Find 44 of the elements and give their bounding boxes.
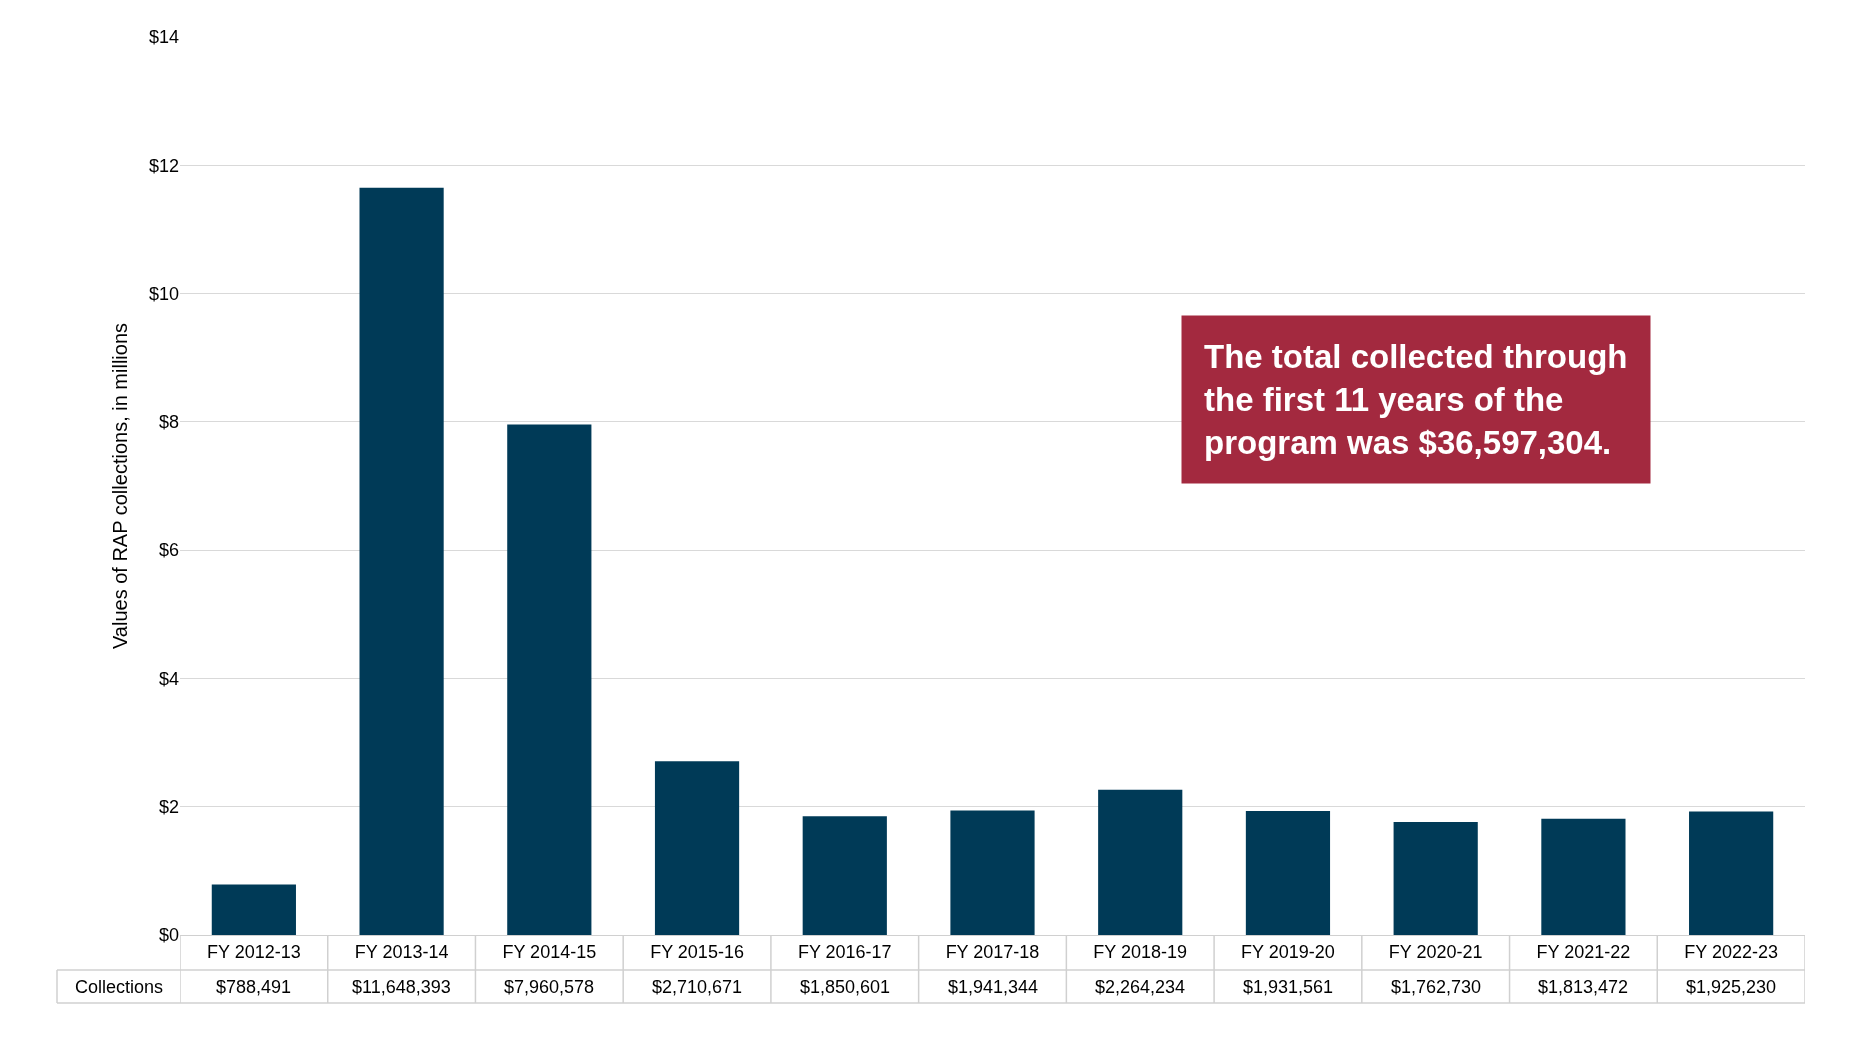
- y-tick-label: $14: [148, 27, 179, 48]
- x-tick-label: FY 2014-15: [502, 941, 597, 962]
- annotation: The total collected through the first 11 years of the program was $36,597,304.: [1204, 338, 1628, 461]
- text: $1,925,230: [1686, 977, 1777, 997]
- text: $1,762,730: [1391, 977, 1482, 997]
- y-tick-label: $6: [158, 540, 179, 561]
- bar: [654, 761, 740, 935]
- bar: [211, 884, 296, 935]
- x-tick-label: FY 2019-20: [1241, 941, 1335, 962]
- bar: [1393, 821, 1478, 935]
- bar: [802, 816, 887, 935]
- x-tick-label: FY 2012-13: [206, 941, 301, 962]
- x-tick-label: FY 2022-23: [1684, 941, 1779, 962]
- text: $1,850,601: [800, 977, 891, 997]
- y-tick-label: $12: [148, 155, 179, 176]
- y-tick-label: $8: [158, 412, 179, 433]
- text: $2,264,234: [1095, 977, 1186, 997]
- x-tick-label: FY 2013-14: [354, 941, 449, 962]
- bar: [950, 810, 1035, 935]
- text: $1,941,344: [948, 977, 1039, 997]
- text: Collections: [75, 977, 164, 997]
- y-tick-label: $4: [158, 668, 179, 689]
- text: $1,813,472: [1538, 977, 1629, 997]
- x-tick-label: FY 2017-18: [945, 941, 1040, 962]
- bar: [507, 424, 592, 935]
- x-tick-label: FY 2020-21: [1388, 941, 1483, 962]
- text: $11,648,393: [352, 977, 451, 997]
- y-axis-title: Values of RAP collections, in millions: [109, 322, 132, 650]
- text: $2,710,671: [652, 977, 743, 997]
- y-tick-label: $2: [158, 797, 179, 818]
- y-tick-label: $10: [148, 283, 179, 304]
- x-tick-label: FY 2021-22: [1536, 941, 1631, 962]
- bar: [1541, 818, 1626, 935]
- bar: [1689, 811, 1774, 935]
- text: $788,491: [216, 977, 292, 997]
- bar: [1098, 789, 1183, 935]
- y-tick-label: $0: [158, 925, 179, 946]
- bar: [359, 187, 444, 935]
- text: $7,960,578: [504, 977, 595, 997]
- x-tick-label: FY 2016-17: [797, 941, 892, 962]
- x-tick-label: FY 2015-16: [650, 941, 744, 962]
- bar: [1245, 811, 1331, 935]
- text: $1,931,561: [1243, 977, 1334, 997]
- x-tick-label: FY 2018-19: [1093, 941, 1188, 962]
